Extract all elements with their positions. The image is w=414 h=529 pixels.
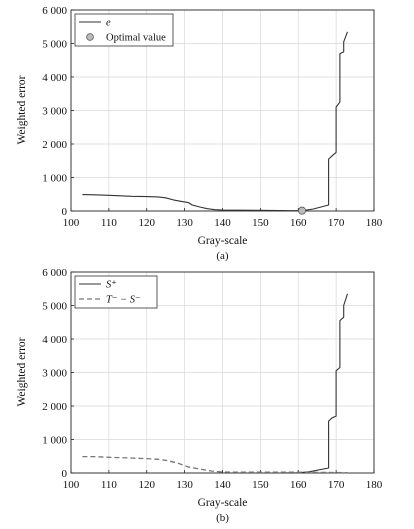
chart-panel-a: 100 110 120 130 140 150 160 170 180 0 1 000 2 000 3… <box>16 5 383 262</box>
x-tick-label: 150 <box>252 217 269 229</box>
y-tick-label: 1 000 <box>42 435 67 447</box>
panel-caption-a: (a) <box>216 250 229 262</box>
y-tick-label: 6 000 <box>42 267 67 279</box>
x-tick-label: 130 <box>176 217 193 229</box>
series-layer <box>82 293 349 474</box>
legend: e Optimal value <box>74 13 174 47</box>
series-line-0 <box>82 31 349 212</box>
y-tick-label: 0 <box>62 206 68 218</box>
y-tick-label: 3 000 <box>42 368 67 380</box>
series-line-0 <box>82 293 349 474</box>
y-axis-label: Weighted error <box>16 337 28 406</box>
x-tick-label: 120 <box>139 479 156 491</box>
x-tick-label: 140 <box>214 479 231 491</box>
x-tick-label: 150 <box>252 479 269 491</box>
x-axis-ticks: 100 110 120 130 140 150 160 170 180 <box>63 470 383 491</box>
x-tick-label: 140 <box>214 217 231 229</box>
x-tick-label: 120 <box>139 217 156 229</box>
panel-caption-b: (b) <box>216 512 229 524</box>
legend-box <box>74 13 174 47</box>
x-tick-label: 110 <box>101 217 118 229</box>
x-tick-label: 110 <box>101 479 118 491</box>
legend-box <box>74 275 158 309</box>
x-axis-label: Gray-scale <box>198 235 248 247</box>
legend-label-t-minus-s: T⁻ − S⁻ <box>106 295 141 306</box>
y-tick-label: 2 000 <box>42 401 67 413</box>
x-tick-label: 100 <box>63 217 80 229</box>
x-tick-label: 160 <box>290 217 307 229</box>
x-tick-label: 170 <box>328 479 345 491</box>
optimal-value-point <box>298 206 307 215</box>
y-tick-label: 1 000 <box>42 173 67 185</box>
y-tick-label: 4 000 <box>42 72 67 84</box>
y-tick-label: 3 000 <box>42 106 67 118</box>
y-axis-ticks: 0 1 000 2 000 3 000 4 000 5 000 6 000 <box>42 267 74 480</box>
series-layer <box>82 31 349 215</box>
x-tick-label: 170 <box>328 217 345 229</box>
series-line-1 <box>82 455 348 474</box>
y-axis-label: Weighted error <box>16 75 28 144</box>
y-tick-label: 5 000 <box>42 301 67 313</box>
gridlines <box>71 10 374 211</box>
legend-label-s-plus: S⁺ <box>106 280 117 291</box>
legend: S⁺ T⁻ − S⁻ <box>74 275 158 309</box>
chart-panel-b: 100 110 120 130 140 150 160 170 180 0 1 000 2 000 3… <box>16 267 383 524</box>
x-tick-label: 180 <box>366 479 383 491</box>
legend-label-e: e <box>106 18 111 29</box>
y-tick-label: 0 <box>62 468 68 480</box>
x-axis-label: Gray-scale <box>198 497 248 509</box>
y-tick-label: 6 000 <box>42 5 67 17</box>
x-tick-label: 130 <box>176 479 193 491</box>
y-tick-label: 5 000 <box>42 39 67 51</box>
y-tick-label: 2 000 <box>42 139 67 151</box>
x-tick-label: 180 <box>366 217 383 229</box>
x-tick-label: 100 <box>63 479 80 491</box>
x-axis-ticks: 100 110 120 130 140 150 160 170 180 <box>63 208 383 229</box>
legend-label-optimal: Optimal value <box>106 33 166 44</box>
y-axis-ticks: 0 1 000 2 000 3 000 4 000 5 000 6 000 <box>42 5 74 218</box>
y-tick-label: 4 000 <box>42 334 67 346</box>
legend-marker-optimal <box>86 33 94 41</box>
x-tick-label: 160 <box>290 479 307 491</box>
